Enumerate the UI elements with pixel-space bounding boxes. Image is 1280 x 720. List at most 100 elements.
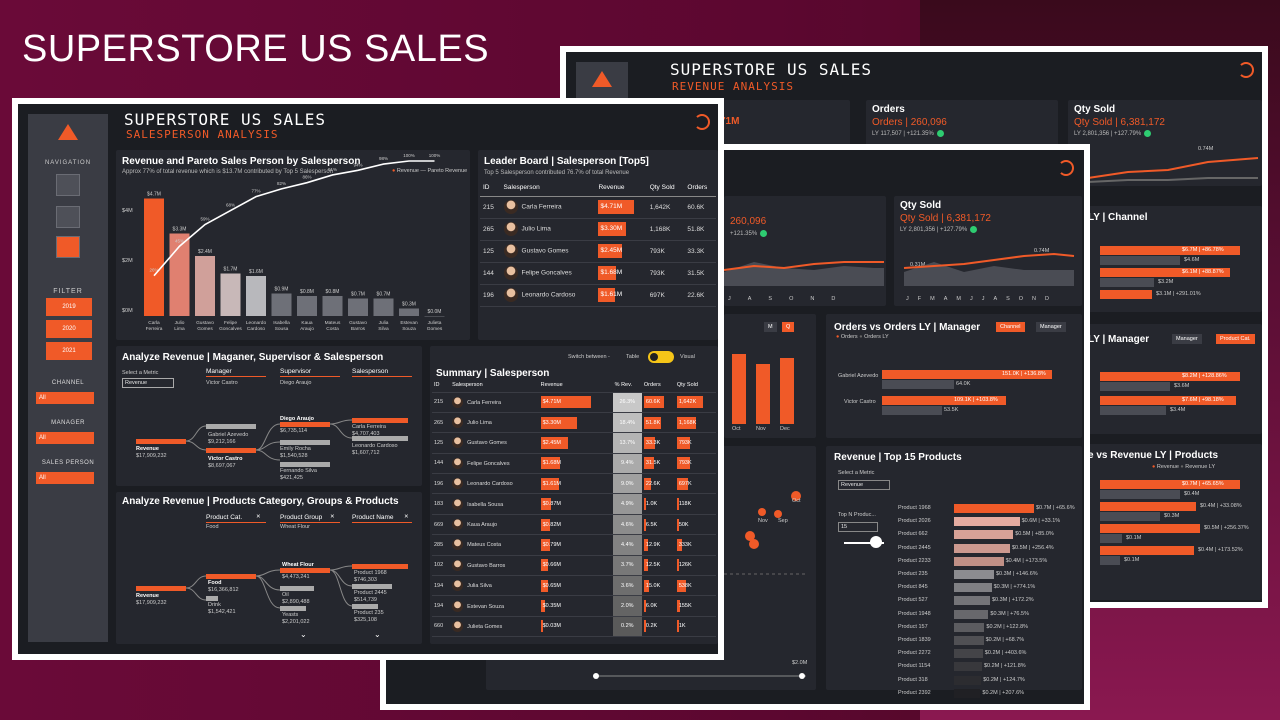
lb-header-2[interactable]: Revenue <box>595 180 647 197</box>
filter-label: FILTER <box>53 288 83 295</box>
tree1-metric-select[interactable]: Revenue <box>122 378 174 388</box>
nav-chart-icon[interactable] <box>56 174 80 196</box>
sm-row[interactable]: 194 Estevan Souza $0.35M 2.0% 6.0K 155K <box>432 595 716 617</box>
logo <box>576 62 628 98</box>
sm-header-4[interactable]: Orders <box>641 378 675 393</box>
sm-header-0[interactable]: ID <box>432 378 451 393</box>
top15-bar[interactable] <box>954 649 983 659</box>
top15-bar[interactable] <box>954 636 984 645</box>
qty-spark <box>1087 157 1259 183</box>
sm-row[interactable]: 144 Felipe Goncalves $1.68M 9.4% 31.5K 793K <box>432 453 716 475</box>
top15-bar[interactable] <box>954 688 981 698</box>
topn-input[interactable]: 15 <box>838 522 878 532</box>
year-2020-button[interactable]: 2020 <box>46 320 92 338</box>
sm-header-5[interactable]: Qty Sold <box>674 378 716 393</box>
month-toggle-m[interactable]: M <box>764 322 777 332</box>
top15-bar[interactable] <box>954 662 982 672</box>
tree2-clear-cat-icon[interactable]: ✕ <box>256 514 261 520</box>
tree1-h-supervisor: Supervisor <box>280 368 312 375</box>
pareto-bar[interactable] <box>220 273 241 317</box>
top15-metric-select[interactable]: Revenue <box>838 480 890 490</box>
sm-row[interactable]: 125 Gustavo Gomes $2.45M 13.7% 33.3K 793K <box>432 432 716 454</box>
top15-bar[interactable] <box>954 596 990 606</box>
lb-row[interactable]: 144 Felipe Goncalves $1.68M 793K 31.5K <box>480 262 716 285</box>
sm-row[interactable]: 102 Gustavo Barros $0.66M 3.7% 12.5K 126K <box>432 555 716 577</box>
pareto-bar[interactable] <box>271 293 292 317</box>
pareto-bar[interactable] <box>195 256 215 316</box>
tree2-expand-group-icon[interactable]: ⌄ <box>300 630 307 639</box>
front-screenshot: NAVIGATION FILTER 2019 2020 2021 CHANNEL… <box>12 98 724 660</box>
pareto-bar[interactable] <box>144 198 164 317</box>
sm-header-3[interactable]: % Rev. <box>612 378 642 393</box>
table-visual-toggle[interactable] <box>648 351 674 363</box>
sm-id: 102 <box>432 555 451 577</box>
sm-person: Mateus Costa <box>450 534 539 556</box>
topn-slider-handle[interactable] <box>870 536 882 548</box>
tree2-expand-name-icon[interactable]: ⌄ <box>374 630 381 639</box>
pareto-bar[interactable] <box>169 233 190 317</box>
channel-button[interactable]: Channel <box>996 322 1025 332</box>
pareto-bar[interactable] <box>348 298 368 317</box>
lb-row[interactable]: 125 Gustavo Gomes $2.45M 793K 33.3K <box>480 240 716 263</box>
leaderboard-card: Leader Board | Salesperson [Top5] Top 5 … <box>478 150 718 340</box>
top15-bar[interactable] <box>954 556 1004 566</box>
sm-pct: 9.0% <box>612 473 642 495</box>
nav-clipboard-icon[interactable] <box>56 206 80 228</box>
middle-qty-card: Qty Sold Qty Sold | 6,381,172 LY 2,801,3… <box>894 196 1082 306</box>
year-2019-button[interactable]: 2019 <box>46 298 92 316</box>
salesperson-dropdown[interactable]: All <box>36 472 94 484</box>
sm-row[interactable]: 196 Leonardo Cardoso $1.61M 9.0% 22.6K 697K <box>432 473 716 495</box>
sm-header-2[interactable]: Revenue <box>538 378 613 393</box>
sm-row[interactable]: 660 Julieta Gomes $0.03M 0.2% 0.2K 1K <box>432 616 716 638</box>
pareto-bar[interactable] <box>246 276 266 316</box>
top15-bar[interactable] <box>954 504 1034 513</box>
sm-row[interactable]: 265 Julio Lima $3.30M 18.4% 51.8K 1,168K <box>432 412 716 434</box>
sm-header-1[interactable]: Salesperson <box>450 378 539 393</box>
nav-people-icon[interactable] <box>56 236 80 258</box>
top15-bar[interactable] <box>954 675 982 685</box>
pareto-bar[interactable] <box>322 296 343 316</box>
top15-bar[interactable] <box>954 570 994 579</box>
lb-row[interactable]: 215 Carla Ferreira $4.71M 1,642K 60.6K <box>480 196 716 219</box>
topn-slider[interactable] <box>844 542 884 544</box>
back-manager-button[interactable]: Manager <box>1172 334 1202 344</box>
top15-bar[interactable] <box>954 530 1014 540</box>
avatar <box>452 580 464 592</box>
sm-orders: 51.8K <box>641 412 675 434</box>
manager-dropdown[interactable]: All <box>36 432 94 444</box>
top15-bar[interactable] <box>954 622 985 632</box>
sm-row[interactable]: 285 Mateus Costa $0.79M 4.4% 12.9K 333K <box>432 534 716 556</box>
channel-v0: $6.7M | +86.78% <box>1182 247 1224 253</box>
year-2021-button[interactable]: 2021 <box>46 342 92 360</box>
lb-header-4[interactable]: Orders <box>684 180 716 197</box>
tree2-clear-group-icon[interactable]: ✕ <box>330 514 335 520</box>
top15-bar[interactable] <box>954 583 992 593</box>
front-refresh-icon[interactable] <box>694 114 710 130</box>
lb-header-3[interactable]: Qty Sold <box>646 180 685 197</box>
channel-dropdown[interactable]: All <box>36 392 94 404</box>
pareto-bar[interactable] <box>424 316 445 317</box>
lb-header-0[interactable]: ID <box>480 180 501 197</box>
sm-row[interactable]: 183 Isabella Sousa $0.87M 4.9% 1.0K 118K <box>432 493 716 515</box>
sm-row[interactable]: 669 Kaua Araujo $0.82M 4.6% 6.5K 50K <box>432 514 716 536</box>
pareto-bar[interactable] <box>297 296 317 316</box>
top15-bar[interactable] <box>954 517 1020 527</box>
lb-header-1[interactable]: Salesperson <box>500 180 596 197</box>
manager-button[interactable]: Manager <box>1036 322 1066 332</box>
month-toggle-q[interactable]: Q <box>782 322 795 332</box>
middle-refresh-icon[interactable] <box>1058 160 1074 176</box>
top15-bar[interactable] <box>954 609 989 619</box>
lb-row[interactable]: 265 Julio Lima $3.30M 1,168K 51.8K <box>480 218 716 241</box>
lb-row[interactable]: 196 Leonardo Cardoso $1.61M 697K 22.6K <box>480 284 716 307</box>
pareto-bar[interactable] <box>399 308 419 317</box>
bubble-oct: Oct <box>792 498 801 504</box>
pareto-bar[interactable] <box>373 298 394 317</box>
sm-row[interactable]: 194 Julia Silva $0.65M 3.6% 15.0K 538K <box>432 575 716 597</box>
manager-gabriel: Gabriel Azevedo <box>838 373 879 379</box>
top15-bar[interactable] <box>954 543 1010 553</box>
sm-row[interactable]: 215 Carla Ferreira $4.71M 26.3% 60.6K 1,642K <box>432 392 716 413</box>
refresh-icon[interactable] <box>1238 62 1254 78</box>
back-productcat-button[interactable]: Product Cat. <box>1216 334 1255 344</box>
pareto-category-label: Silva <box>378 326 389 332</box>
tree2-clear-name-icon[interactable]: ✕ <box>404 514 409 520</box>
